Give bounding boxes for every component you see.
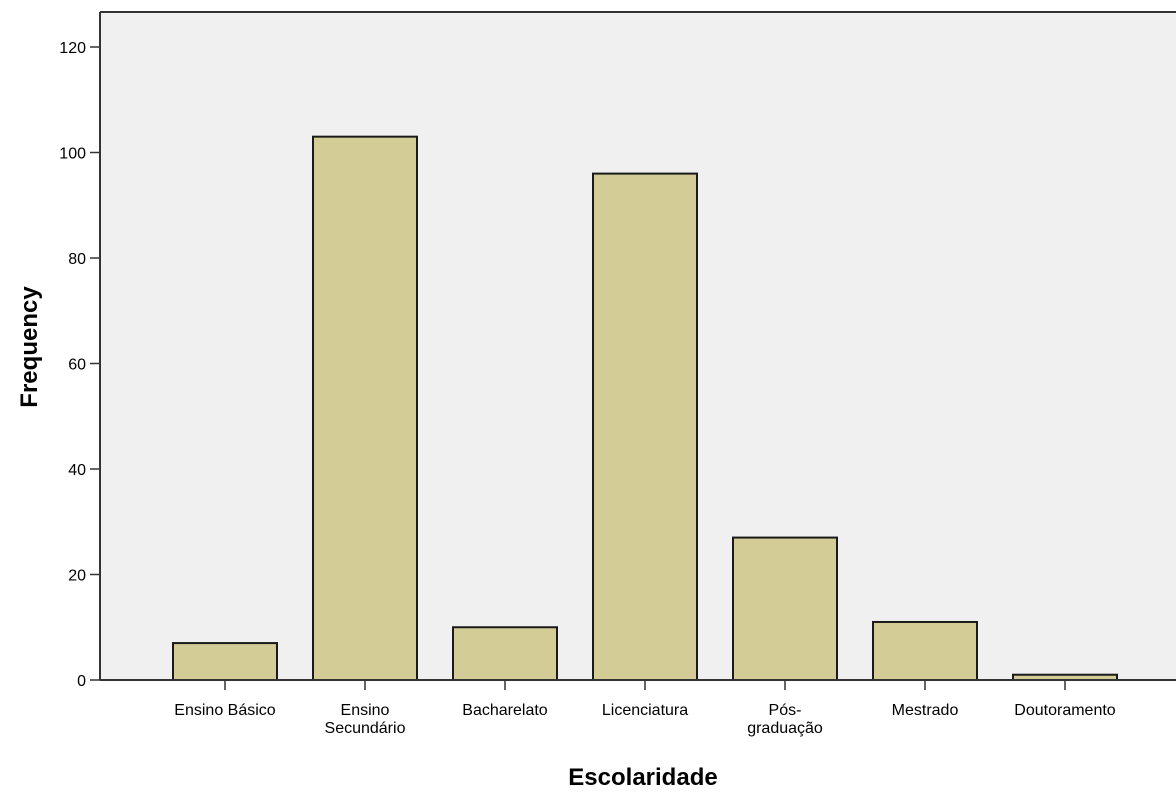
- bar: [452, 626, 558, 681]
- y-tick-label: 80: [68, 251, 86, 268]
- y-axis: 0 20 40 60 80 100 120: [59, 12, 101, 690]
- x-tick-label: Licenciatura: [602, 702, 688, 719]
- bar: [312, 135, 418, 682]
- x-tick-label: Doutoramento: [1014, 702, 1115, 719]
- x-tick-label: Ensino: [341, 702, 390, 719]
- bar: [732, 536, 838, 682]
- x-tick-label: Bacharelato: [462, 702, 547, 719]
- bar: [872, 620, 978, 681]
- y-axis-title: Frequency: [16, 286, 43, 408]
- x-tick-label: Ensino Básico: [174, 702, 275, 719]
- x-tick-label: Pós-: [769, 702, 802, 719]
- y-tick-label: 0: [77, 673, 86, 690]
- x-axis-title: Escolaridade: [568, 764, 717, 791]
- x-tick-label: graduação: [747, 720, 823, 737]
- x-tick-label: Secundário: [325, 720, 406, 737]
- x-tick-label: Mestrado: [892, 702, 959, 719]
- y-tick-label: 20: [68, 568, 86, 585]
- y-tick-label: 120: [59, 40, 86, 57]
- y-tick-label: 40: [68, 462, 86, 479]
- bar: [172, 642, 278, 682]
- y-tick-label: 100: [59, 146, 86, 163]
- bar: [592, 172, 698, 681]
- bars-group: [172, 135, 1118, 682]
- y-tick-label: 60: [68, 357, 86, 374]
